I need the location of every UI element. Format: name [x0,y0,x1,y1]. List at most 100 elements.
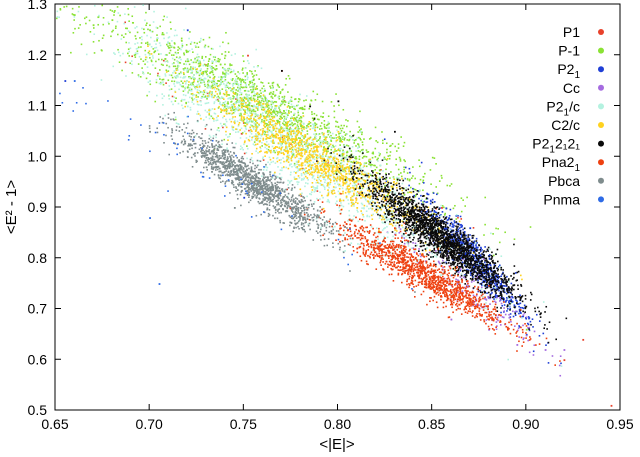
data-point [394,224,397,227]
data-point [383,138,386,141]
data-point [142,4,144,6]
data-point [217,95,220,98]
data-point [180,58,182,61]
data-point [293,120,296,122]
data-point [380,209,382,212]
data-point [488,257,491,260]
data-point [267,100,269,102]
data-point [188,63,191,66]
data-point [274,151,276,154]
data-point [312,154,314,156]
data-point [287,184,289,186]
data-point [339,165,341,167]
data-point [494,277,497,279]
data-point [299,139,301,142]
data-point [182,82,184,84]
data-point [196,91,199,94]
data-point [333,137,335,139]
data-point [295,135,297,138]
data-point [316,171,319,174]
data-point [324,179,327,181]
data-point [359,139,362,141]
data-point [225,126,228,129]
data-point [360,168,363,171]
data-point [346,139,349,141]
data-point [246,112,248,114]
data-point [300,120,303,123]
data-point [360,194,363,196]
data-point [265,99,267,102]
data-point [368,190,371,193]
data-point [278,128,280,130]
data-point [247,54,249,57]
data-point [352,187,354,189]
data-point [309,125,312,127]
data-point [165,82,167,84]
data-point [326,224,329,226]
data-point [448,214,451,217]
data-point [145,77,148,80]
data-point [201,95,203,98]
data-point [299,168,302,170]
data-point [279,137,282,139]
data-point [394,247,396,250]
data-point [240,127,243,130]
data-point [383,156,386,159]
data-point [149,24,151,27]
data-point [374,126,377,129]
data-point [260,121,263,124]
data-point [400,172,402,174]
data-point [230,70,233,73]
data-point [312,156,314,159]
data-point [509,313,512,315]
data-point [306,171,308,174]
data-point [434,250,437,252]
data-point [173,70,176,72]
data-point [482,271,484,273]
data-point [492,254,495,257]
data-point [329,178,331,180]
data-point [232,88,235,91]
data-point [211,91,213,93]
data-point [190,93,193,95]
data-point [424,242,427,244]
data-point [309,143,311,146]
data-point [290,146,293,149]
data-point [225,72,228,74]
data-point [331,157,334,160]
data-point [290,135,293,138]
data-point [427,193,430,196]
data-point [296,139,298,141]
data-point [246,95,249,98]
data-point [175,68,177,71]
data-point [374,168,377,171]
data-point [312,174,315,177]
data-point [276,127,279,130]
data-point [193,41,196,44]
data-point [257,102,260,104]
data-point [417,258,420,261]
data-point [231,117,234,120]
data-point [478,274,481,276]
data-point [314,170,317,173]
data-point [563,359,566,362]
data-point [254,93,256,95]
data-point [191,61,194,64]
data-point [458,253,460,256]
data-point [303,177,305,180]
data-point [286,106,289,108]
data-point [425,243,427,246]
data-point [221,80,224,83]
data-point [239,107,241,110]
data-point [400,136,402,138]
data-point [241,119,243,121]
data-point [311,166,314,169]
data-point [379,187,382,189]
data-point [311,113,313,116]
data-point [258,150,261,153]
data-point [224,105,226,108]
data-point [426,193,429,196]
data-point [254,100,256,103]
data-point [359,150,361,153]
data-point [287,105,290,107]
